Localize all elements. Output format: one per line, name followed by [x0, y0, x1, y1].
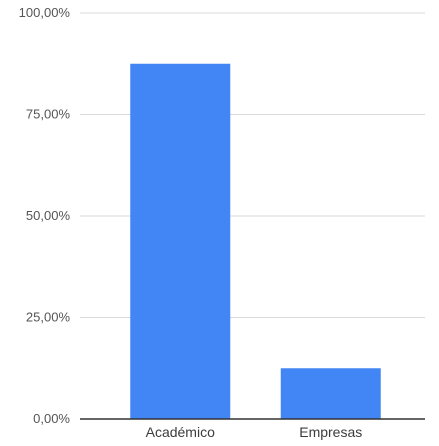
- y-tick-label: 50,00%: [26, 208, 71, 223]
- y-tick-label: 0,00%: [33, 411, 70, 426]
- y-tick-label: 75,00%: [26, 107, 71, 122]
- x-category-label: Empresas: [299, 424, 362, 440]
- y-tick-label: 25,00%: [26, 310, 71, 325]
- labels: 0,00% 25,00% 50,00% 75,00% 100,00% Académico E…: [19, 5, 363, 440]
- bar-2: [280, 368, 381, 419]
- bars: [130, 63, 381, 419]
- bar-1: [130, 63, 231, 419]
- y-tick-label: 100,00%: [19, 5, 71, 20]
- x-category-label: Académico: [146, 424, 215, 440]
